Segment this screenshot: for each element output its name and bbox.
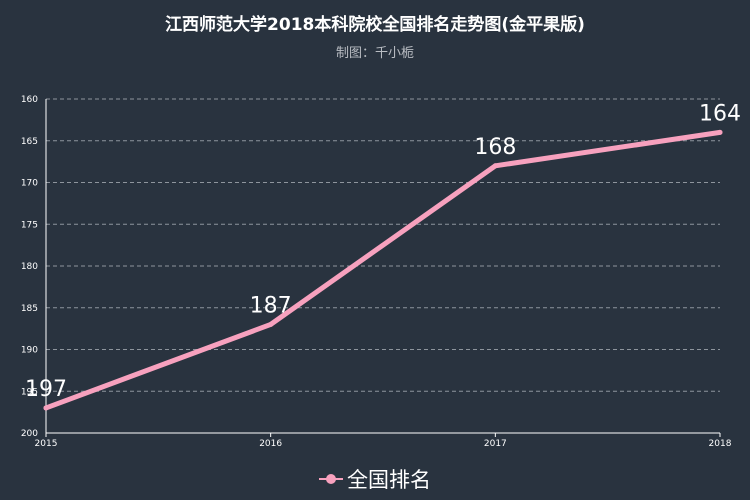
legend-label: 全国排名 xyxy=(347,468,431,492)
y-tick-label: 200 xyxy=(21,429,38,439)
y-tick-label: 175 xyxy=(21,220,38,230)
y-tick-label: 160 xyxy=(21,95,38,105)
legend-marker-icon xyxy=(319,472,343,486)
legend[interactable]: 全国排名 xyxy=(0,464,750,494)
y-tick-label: 180 xyxy=(21,262,38,272)
y-tick-label: 190 xyxy=(21,346,38,356)
x-tick-label: 2017 xyxy=(484,439,507,449)
data-point xyxy=(717,129,723,135)
data-label: 187 xyxy=(250,293,292,318)
data-point xyxy=(43,405,49,411)
chart-subtitle: 制图：千小栀 xyxy=(335,46,414,61)
series-line xyxy=(43,129,723,411)
y-tick-label: 170 xyxy=(21,179,38,189)
data-label: 168 xyxy=(474,135,516,160)
y-tick-label: 195 xyxy=(21,387,38,397)
x-tick-label: 2016 xyxy=(259,439,282,449)
x-tick-label: 2015 xyxy=(35,439,58,449)
y-tick-label: 165 xyxy=(21,137,38,147)
data-point xyxy=(492,163,498,169)
chart-title: 江西师范大学2018本科院校全国排名走势图(金平果版) xyxy=(165,15,585,35)
y-tick-label: 185 xyxy=(21,304,38,314)
data-label: 164 xyxy=(699,101,741,126)
data-point xyxy=(268,321,274,327)
data-label: 197 xyxy=(25,377,67,402)
x-tick-label: 2018 xyxy=(709,439,732,449)
